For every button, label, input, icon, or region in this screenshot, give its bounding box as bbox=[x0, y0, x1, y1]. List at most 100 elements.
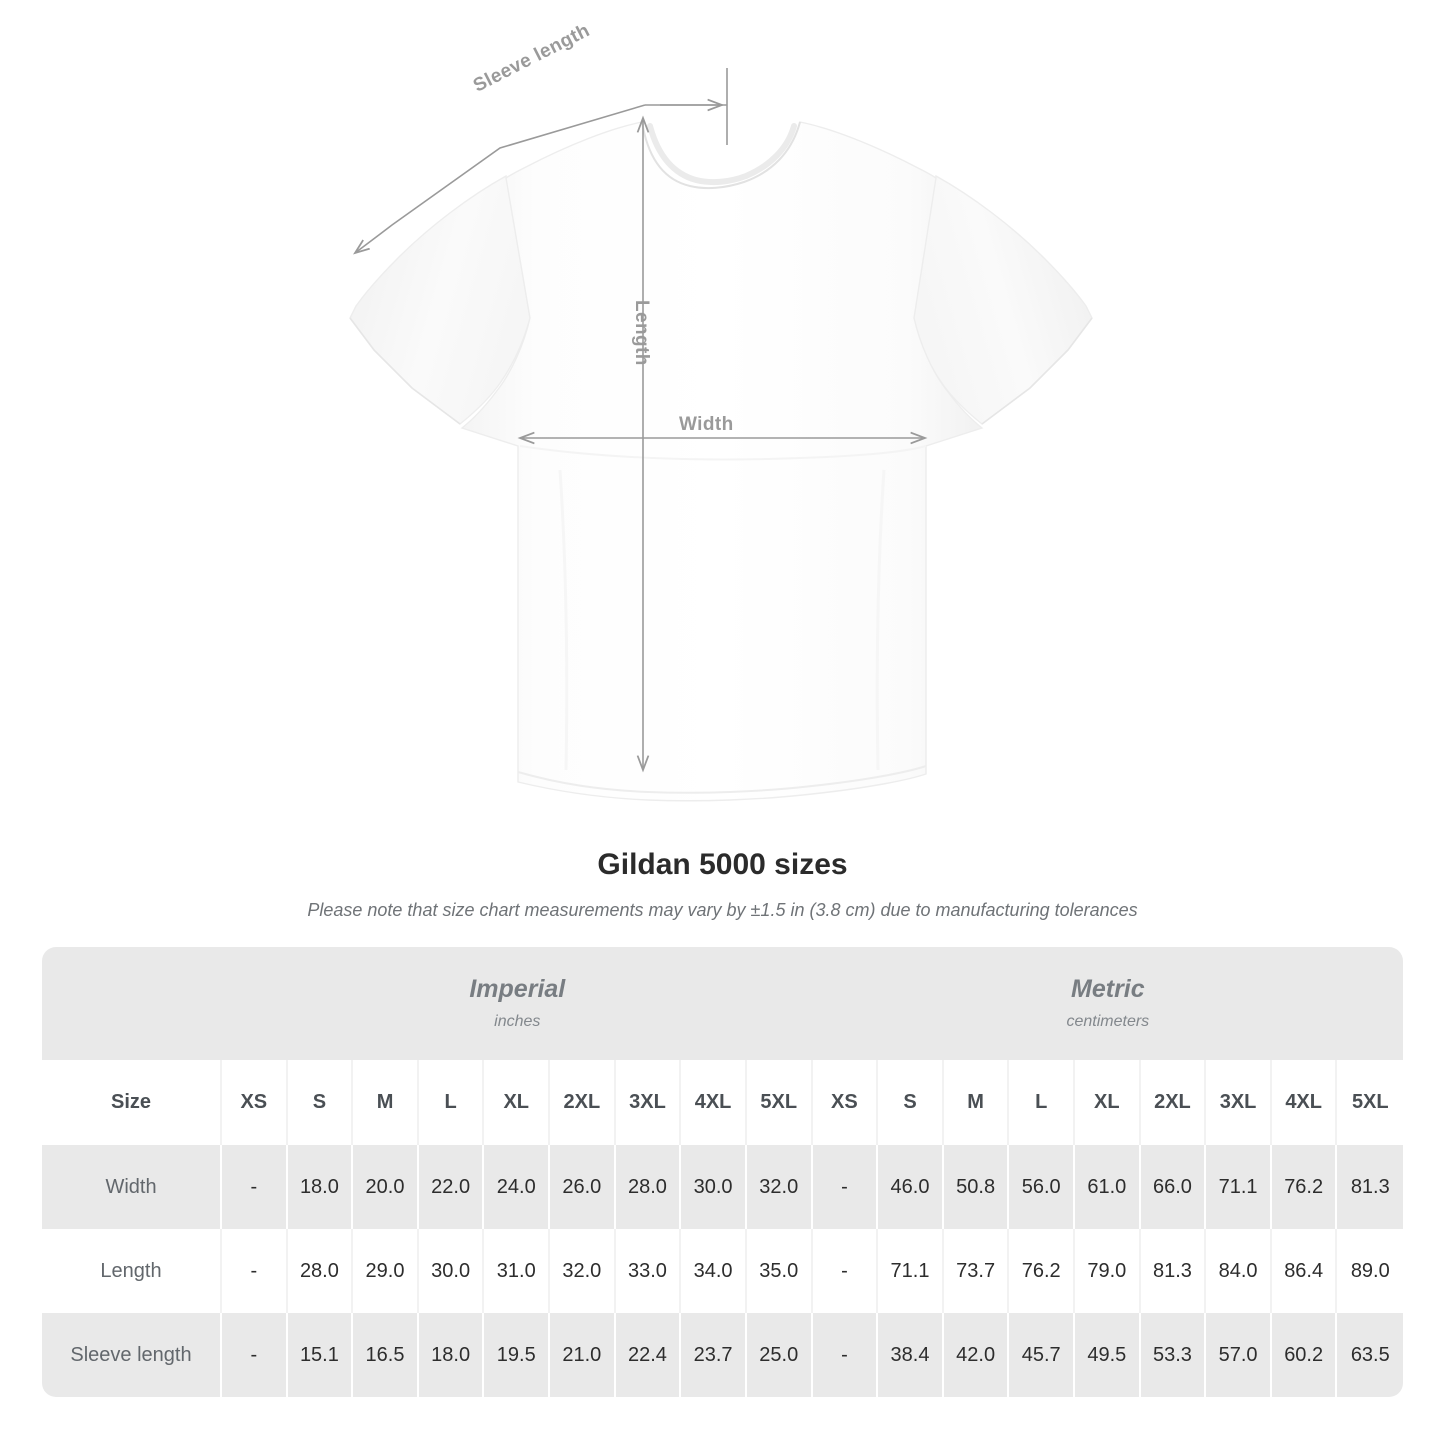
size-header-row: Size XS S M L XL 2XL 3XL 4XL 5XL XS S M L XL 2XL 3XL 4XL 5… bbox=[42, 1060, 1404, 1145]
measurement-cell: 86.4 bbox=[1271, 1229, 1338, 1313]
measurement-cell: 81.3 bbox=[1140, 1229, 1207, 1313]
measurement-cell: - bbox=[222, 1229, 288, 1313]
tshirt-diagram: Sleeve length Length Width bbox=[349, 20, 1093, 802]
measurement-cell: 31.0 bbox=[484, 1229, 551, 1313]
measurement-cell: - bbox=[812, 1145, 879, 1229]
measurement-cell: 25.0 bbox=[746, 1313, 813, 1397]
measurement-cell: 33.0 bbox=[615, 1229, 682, 1313]
size-header-cell: M bbox=[943, 1060, 1010, 1145]
tolerance-note: Please note that size chart measurements… bbox=[307, 900, 1138, 920]
table-row: Length -28.0 29.0 30.0 31.0 32.0 33.0 34.0 35.0-… bbox=[42, 1229, 1404, 1313]
measurement-cell: 20.0 bbox=[353, 1145, 419, 1229]
size-header-cell: XL bbox=[484, 1060, 551, 1145]
measurement-cell: 22.0 bbox=[418, 1145, 485, 1229]
size-header-cell: XS bbox=[812, 1060, 879, 1145]
measurement-cell: 76.2 bbox=[1009, 1229, 1076, 1313]
measurement-cell: 38.4 bbox=[878, 1313, 944, 1397]
size-chart-table: Imperial inches Metric centimeters Size X… bbox=[42, 947, 1404, 1397]
measurement-cell: 34.0 bbox=[681, 1229, 747, 1313]
size-header-cell: 3XL bbox=[615, 1060, 682, 1145]
measurement-cell: 18.0 bbox=[287, 1145, 354, 1229]
measurement-cell: 16.5 bbox=[353, 1313, 419, 1397]
size-chart-heading: Gildan 5000 sizes Please note that size … bbox=[0, 848, 1445, 921]
measurement-cell: 42.0 bbox=[943, 1313, 1010, 1397]
measurement-cell: 81.3 bbox=[1337, 1145, 1404, 1229]
measurement-cell: 28.0 bbox=[615, 1145, 682, 1229]
table-row: Width -18.0 20.0 22.0 24.0 26.0 28.0 30.0 32.0-4… bbox=[42, 1145, 1404, 1229]
measurement-cell: - bbox=[222, 1313, 288, 1397]
size-header-cell: 5XL bbox=[746, 1060, 813, 1145]
measurement-cell: 46.0 bbox=[878, 1145, 944, 1229]
size-chart-data-rows: Width -18.0 20.0 22.0 24.0 26.0 28.0 30.0 32.0-4… bbox=[42, 1145, 1404, 1397]
size-header-cell: 4XL bbox=[681, 1060, 747, 1145]
size-header-cell: S bbox=[287, 1060, 354, 1145]
size-chart-table-container: Imperial inches Metric centimeters Size X… bbox=[42, 947, 1404, 1397]
row-label-sleeve-length: Sleeve length bbox=[42, 1313, 222, 1397]
measurement-cell: 23.7 bbox=[681, 1313, 747, 1397]
size-header-cell: XS bbox=[222, 1060, 288, 1145]
table-row: Sleeve length -15.1 16.5 18.0 19.5 21.0 22.4 23… bbox=[42, 1313, 1404, 1397]
row-label-length: Length bbox=[42, 1229, 222, 1313]
measurement-cell: - bbox=[222, 1145, 288, 1229]
measurement-cell: 56.0 bbox=[1009, 1145, 1076, 1229]
measurement-cell: 30.0 bbox=[418, 1229, 485, 1313]
measurement-cell: 35.0 bbox=[746, 1229, 813, 1313]
measurement-cell: 22.4 bbox=[615, 1313, 682, 1397]
size-header-cell: M bbox=[353, 1060, 419, 1145]
unit-name-metric: Metric bbox=[1071, 975, 1145, 1004]
size-header-cell: 5XL bbox=[1337, 1060, 1404, 1145]
measurement-cell: 28.0 bbox=[287, 1229, 354, 1313]
measurement-cell: 61.0 bbox=[1075, 1145, 1141, 1229]
unit-sub-imperial: inches bbox=[494, 1012, 541, 1030]
page-title: Gildan 5000 sizes bbox=[597, 848, 848, 881]
measurement-cell: 18.0 bbox=[418, 1313, 485, 1397]
measurement-cell: 63.5 bbox=[1337, 1313, 1404, 1397]
length-measure-label: Length bbox=[631, 300, 652, 366]
unit-sub-metric: centimeters bbox=[1066, 1012, 1150, 1030]
unit-name-imperial: Imperial bbox=[469, 975, 566, 1004]
measurement-cell: 71.1 bbox=[878, 1229, 944, 1313]
size-header-cell: 2XL bbox=[550, 1060, 616, 1145]
measurement-cell: 29.0 bbox=[353, 1229, 419, 1313]
measurement-cell: 71.1 bbox=[1206, 1145, 1272, 1229]
measurement-cell: 30.0 bbox=[681, 1145, 747, 1229]
row-label-width: Width bbox=[42, 1145, 222, 1229]
measurement-cell: 26.0 bbox=[550, 1145, 616, 1229]
size-header-cell: S bbox=[878, 1060, 944, 1145]
measurement-cell: - bbox=[812, 1229, 879, 1313]
unit-band-row: Imperial inches Metric centimeters bbox=[42, 947, 1404, 1060]
unit-section-metric: Metric centimeters bbox=[812, 947, 1404, 1060]
measurement-cell: 53.3 bbox=[1140, 1313, 1207, 1397]
measurement-cell: 60.2 bbox=[1271, 1313, 1338, 1397]
measurement-cell: 24.0 bbox=[484, 1145, 551, 1229]
size-header-cell: XL bbox=[1075, 1060, 1141, 1145]
measurement-cell: - bbox=[812, 1313, 879, 1397]
measurement-cell: 49.5 bbox=[1075, 1313, 1141, 1397]
measurement-cell: 21.0 bbox=[550, 1313, 616, 1397]
unit-band-spacer-left bbox=[42, 947, 222, 1060]
size-header-cell: L bbox=[418, 1060, 485, 1145]
measurement-arrows bbox=[355, 68, 925, 770]
tshirt-illustration bbox=[349, 68, 1093, 802]
size-header-cell: 3XL bbox=[1206, 1060, 1272, 1145]
tshirt-shape bbox=[349, 121, 1093, 802]
size-header-label: Size bbox=[42, 1060, 222, 1145]
size-header-cell: 2XL bbox=[1140, 1060, 1207, 1145]
measurement-cell: 19.5 bbox=[484, 1313, 551, 1397]
measurement-cell: 89.0 bbox=[1337, 1229, 1404, 1313]
measurement-cell: 57.0 bbox=[1206, 1313, 1272, 1397]
measurement-cell: 73.7 bbox=[943, 1229, 1010, 1313]
measurement-cell: 76.2 bbox=[1271, 1145, 1338, 1229]
measurement-cell: 66.0 bbox=[1140, 1145, 1207, 1229]
size-header-cell: 4XL bbox=[1271, 1060, 1338, 1145]
measurement-cell: 50.8 bbox=[943, 1145, 1010, 1229]
measurement-cell: 45.7 bbox=[1009, 1313, 1076, 1397]
measurement-cell: 32.0 bbox=[550, 1229, 616, 1313]
measurement-cell: 84.0 bbox=[1206, 1229, 1272, 1313]
unit-section-imperial: Imperial inches bbox=[222, 947, 813, 1060]
size-header-cell: L bbox=[1009, 1060, 1076, 1145]
measurement-cell: 79.0 bbox=[1075, 1229, 1141, 1313]
measurement-cell: 15.1 bbox=[287, 1313, 354, 1397]
measurement-cell: 32.0 bbox=[746, 1145, 813, 1229]
width-measure-label: Width bbox=[679, 414, 734, 435]
